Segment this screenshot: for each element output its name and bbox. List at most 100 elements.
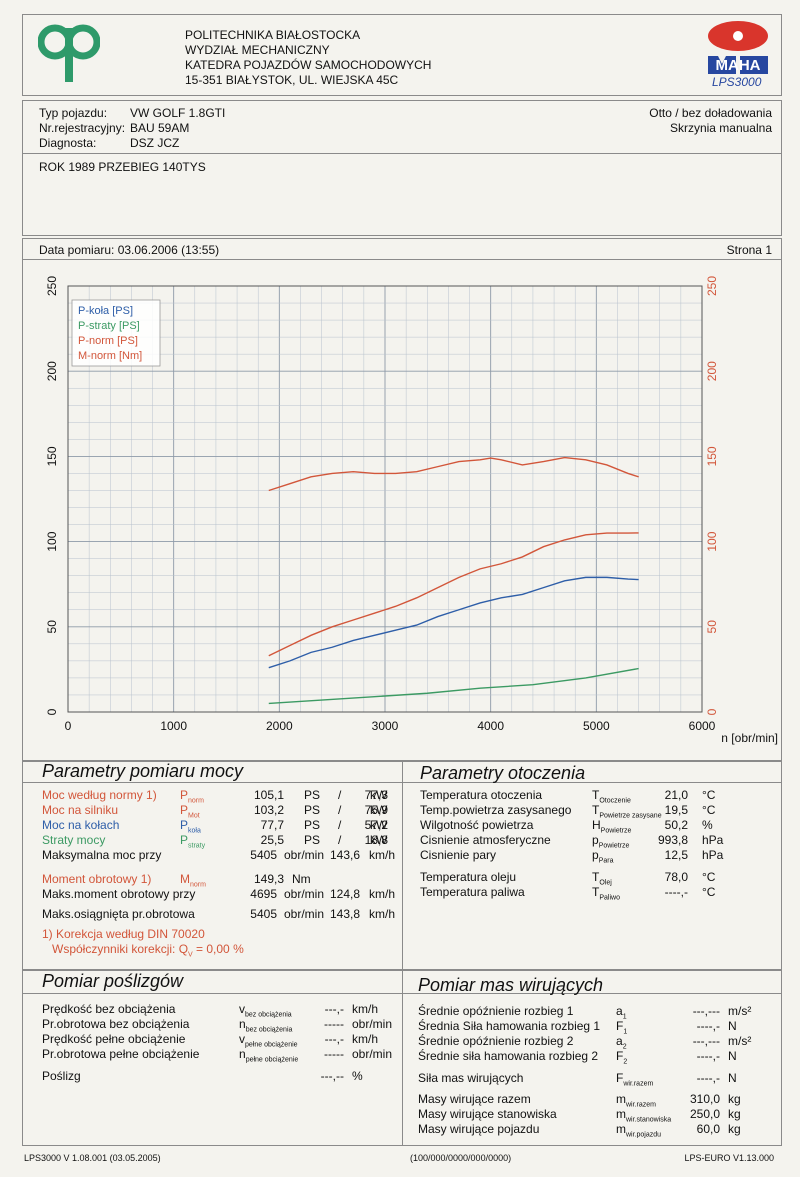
slip-unit: obr/min (352, 1047, 393, 1061)
max-torque-label: Maks.moment obrotowy przy (42, 887, 196, 901)
power-title: Parametry pomiaru mocy (42, 761, 244, 781)
env-label: Temperatura oleju (420, 870, 517, 884)
env-symbol-sub: Para (598, 857, 614, 865)
org-line-4: 15-351 BIAŁYSTOK, UL. WIEJSKA 45C (185, 73, 399, 87)
gearbox-type: Skrzynia manualna (669, 121, 772, 135)
x-tick-label: 3000 (372, 719, 399, 733)
y-tick-label-right: 0 (705, 708, 719, 715)
divider (402, 760, 403, 970)
diag-label: Diagnosta: (39, 136, 97, 150)
power-unit-ps: PS (304, 833, 321, 847)
max-torque-rpm: 4695 (250, 887, 277, 901)
mass-symbol-sub: 2 (622, 1043, 627, 1051)
mass-label: Masy wirujące pojazdu (418, 1122, 540, 1136)
mass-symbol: F1 (616, 1019, 628, 1036)
mass-symbol: a1 (616, 1004, 627, 1021)
mass-symbol-sub: 2 (623, 1058, 628, 1066)
power-label: Moc na silniku (42, 803, 119, 817)
max-torque-speed-unit: km/h (369, 887, 396, 901)
mass-label: Średnie opóźnienie rozbieg 1 (418, 1004, 574, 1018)
correction-value: = 0,00 % (192, 942, 244, 956)
power-unit-kw: kW (370, 803, 388, 817)
power-value-kw: 18,8 (364, 833, 388, 847)
mass-unit: N (728, 1019, 737, 1033)
env-symbol: TOtoczenie (592, 788, 631, 805)
type-value: VW GOLF 1.8GTI (130, 106, 226, 120)
footer-right: LPS-EURO V1.13.000 (684, 1153, 774, 1163)
footer-center: (100/000/0000/000/0000) (410, 1153, 512, 1163)
mass-symbol-sub: 1 (622, 1013, 627, 1021)
x-tick-label: 2000 (266, 719, 293, 733)
header-box (22, 14, 782, 96)
slip-value: ---,-- (320, 1069, 344, 1083)
legend-box (71, 299, 161, 367)
mass-symbol: a2 (616, 1034, 627, 1051)
power-value-ps: 105,1 (253, 788, 284, 802)
power-label: Straty mocy (42, 833, 106, 847)
env-unit: °C (702, 803, 716, 817)
power-unit-ps: PS (304, 788, 321, 802)
env-label: Cisnienie atmosferyczne (420, 833, 551, 847)
mass-value: 60,0 (696, 1122, 720, 1136)
env-label: Wilgotność powietrza (420, 818, 534, 832)
chart-grid (67, 285, 703, 713)
env-label: Temperatura otoczenia (420, 788, 543, 802)
env-title: Parametry otoczenia (420, 763, 586, 783)
power-value-kw: 77,3 (364, 788, 388, 802)
divider (22, 153, 782, 154)
power-unit-ps: PS (304, 818, 321, 832)
env-unit: % (702, 818, 713, 832)
env-unit: hPa (702, 848, 724, 862)
max-power-speed-unit: km/h (369, 848, 396, 862)
mass-label: Masy wirujące stanowiska (418, 1107, 557, 1121)
mass-symbol-sub: 1 (623, 1028, 628, 1036)
correction-factor: Współczynniki korekcji: QV = 0,00 % (52, 942, 244, 959)
slip-symbol-sub: bez obciążenia (245, 1011, 292, 1019)
mass-symbol-sub: wir.pojazdu (626, 1131, 662, 1139)
env-symbol: pPowietrze (592, 833, 630, 850)
y-tick-label-left: 50 (45, 620, 59, 634)
mass-unit: N (728, 1071, 737, 1085)
mass-value: ---,--- (692, 1004, 720, 1018)
env-symbol: HPowietrze (592, 818, 632, 835)
power-symbol-sub: norm (188, 797, 204, 805)
torque-value: 149,3 (253, 872, 284, 886)
env-symbol-sub: Powietrze zasysane (599, 812, 662, 820)
power-unit-kw: kW (370, 788, 388, 802)
reg-label: Nr.rejestracyjny: (39, 121, 126, 135)
type-label: Typ pojazdu: (39, 106, 108, 120)
mass-symbol: F2 (616, 1049, 628, 1066)
torque-symbol: Mnorm (180, 872, 206, 889)
slip-symbol: npełne obciążenie (239, 1047, 299, 1064)
env-label: Temperatura paliwa (420, 885, 525, 899)
x-tick-label: 0 (65, 719, 72, 733)
slip-symbol-sub: pełne obciążenie (245, 1041, 298, 1049)
env-unit: °C (702, 788, 716, 802)
mass-value: ----,- (696, 1049, 720, 1063)
mass-unit: m/s² (728, 1004, 752, 1018)
slip-symbol: vpełne obciążenie (239, 1032, 298, 1049)
mass-symbol-sub: wir.stanowiska (626, 1116, 672, 1124)
max-torque-speed: 124,8 (330, 887, 361, 901)
y-tick-label-left: 200 (45, 361, 59, 381)
env-symbol: pPara (592, 848, 614, 865)
env-value: 12,5 (664, 848, 688, 862)
x-tick-label: 4000 (477, 719, 504, 733)
slip-symbol: vbez obciążenia (239, 1002, 292, 1019)
university-logo (38, 24, 100, 82)
legend-entry: P-norm [PS] (78, 335, 138, 347)
slip-symbol: nbez obciążenia (239, 1017, 293, 1034)
divider (402, 969, 403, 1145)
legend-entry: P-koła [PS] (78, 305, 133, 317)
power-separator: / (338, 788, 342, 802)
reg-value: BAU 59AM (130, 121, 190, 135)
power-value-ps: 25,5 (260, 833, 284, 847)
power-unit-kw: kW (370, 833, 388, 847)
slip-label: Prędkość pełne obciążenie (42, 1032, 186, 1046)
max-rpm-label: Maks.osiągnięta pr.obrotowa (42, 907, 195, 921)
power-symbol-sub: koła (188, 827, 201, 835)
mass-label: Siła mas wirujących (418, 1071, 524, 1085)
chart-legend: P-koła [PS] P-straty [PS] P-norm [PS] M-nor… (71, 299, 161, 367)
mass-label: Średnie opóźnienie rozbieg 2 (418, 1034, 574, 1048)
env-symbol-sub: Powietrze (600, 827, 632, 835)
